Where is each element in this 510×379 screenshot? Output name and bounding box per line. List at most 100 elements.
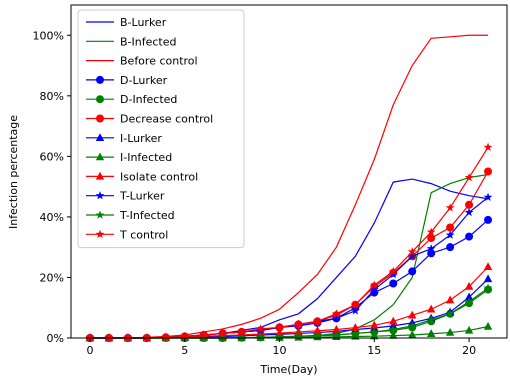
- data-point-isolate-control: [370, 320, 379, 329]
- legend-label: Decrease control: [120, 113, 213, 126]
- data-point-t-infected: [313, 330, 322, 340]
- legend: B-Lurker B-Infected Before control D-Lurker…: [77, 9, 245, 249]
- data-point-isolate-control: [351, 323, 360, 331]
- data-point-t-control: [256, 324, 265, 333]
- legend-label: T-Lurker: [119, 190, 165, 203]
- data-point-i-lurker: [483, 274, 493, 283]
- data-point-isolate-control: [464, 281, 474, 290]
- data-point-t-control: [426, 227, 436, 236]
- data-point-decrease-control: [465, 200, 474, 209]
- legend-marker: [96, 75, 104, 84]
- data-point-isolate-control: [408, 310, 417, 319]
- legend-label: I-Infected: [120, 151, 172, 164]
- data-point-t-control: [180, 331, 190, 341]
- x-axis-label: Time(Day): [259, 363, 317, 376]
- data-point-i-lurker: [464, 292, 474, 301]
- data-point-t-infected: [464, 297, 474, 306]
- data-point-isolate-control: [332, 324, 341, 333]
- data-point-t-control: [313, 316, 322, 326]
- x-tick-label: 0: [86, 344, 93, 357]
- legend-item-i-infected: I-Infected: [86, 151, 172, 164]
- data-point-t-lurker: [426, 244, 436, 253]
- data-point-t-control: [483, 142, 493, 151]
- data-point-t-control: [161, 332, 171, 342]
- data-point-t-lurker: [407, 251, 417, 260]
- data-point-i-infected: [426, 329, 436, 337]
- legend-label: D-Lurker: [120, 74, 168, 87]
- y-axis-label: Infection percentage: [7, 115, 20, 229]
- data-point-t-control: [294, 319, 303, 329]
- data-point-i-infected: [408, 330, 417, 339]
- data-point-t-control: [369, 280, 379, 289]
- legend-label: B-Lurker: [120, 16, 167, 29]
- data-point-i-infected: [370, 331, 379, 340]
- data-point-t-infected: [275, 332, 284, 341]
- data-point-t-control: [464, 172, 474, 182]
- data-point-t-control: [350, 300, 360, 309]
- legend-item-t-infected: T-Infected: [86, 209, 175, 222]
- legend-item-t-control: T control: [86, 228, 168, 241]
- data-point-i-infected: [389, 330, 398, 339]
- data-point-i-infected: [445, 327, 455, 336]
- data-point-isolate-control: [445, 295, 455, 304]
- legend-label: T control: [119, 228, 168, 241]
- data-point-t-control: [275, 322, 284, 332]
- legend-item-decrease-control: Decrease control: [86, 113, 213, 126]
- legend-item-isolate-control: Isolate control: [86, 170, 198, 183]
- y-tick-label: 0%: [47, 332, 64, 345]
- legend-marker: [95, 171, 105, 180]
- data-point-t-control: [445, 203, 455, 212]
- data-point-t-infected: [350, 328, 360, 338]
- x-axis: 0 5 10 15 20: [86, 338, 476, 357]
- legend-item-d-lurker: D-Lurker: [86, 74, 168, 87]
- data-point-d-lurker: [389, 279, 398, 288]
- y-axis: 0% 20% 40% 60% 80% 100%: [33, 29, 71, 345]
- data-point-t-infected: [237, 333, 246, 342]
- data-point-isolate-control: [483, 262, 493, 271]
- data-point-t-infected: [388, 324, 398, 334]
- legend-label: I-Lurker: [120, 132, 162, 145]
- data-point-t-infected: [445, 309, 455, 318]
- data-point-decrease-control: [484, 167, 493, 176]
- y-tick-label: 60%: [40, 150, 64, 163]
- x-tick-label: 15: [367, 344, 381, 357]
- data-point-t-lurker: [445, 230, 455, 239]
- legend-item-before-control: Before control: [86, 55, 198, 68]
- x-tick-label: 5: [181, 344, 188, 357]
- data-point-isolate-control: [389, 316, 398, 325]
- legend-marker: [95, 229, 105, 239]
- data-point-decrease-control: [446, 223, 455, 232]
- legend-marker: [95, 133, 105, 141]
- data-point-t-infected: [256, 332, 265, 342]
- data-point-decrease-control: [427, 234, 436, 243]
- x-tick-label: 20: [462, 344, 476, 357]
- data-point-t-control: [332, 309, 341, 318]
- legend-marker: [96, 114, 104, 123]
- legend-item-t-lurker: T-Lurker: [86, 190, 165, 203]
- legend-marker: [95, 210, 105, 219]
- data-point-t-infected: [483, 283, 493, 292]
- legend-label: Before control: [120, 55, 198, 68]
- data-point-t-control: [388, 266, 398, 276]
- data-point-t-infected: [426, 315, 436, 324]
- y-tick-label: 40%: [40, 211, 64, 224]
- series-line-before-control: [89, 34, 489, 339]
- data-point-t-control: [199, 330, 209, 339]
- data-point-i-infected: [464, 325, 474, 334]
- data-point-t-infected: [407, 321, 417, 330]
- legend-marker: [96, 95, 104, 104]
- data-point-d-lurker: [484, 215, 493, 224]
- legend-item-d-infected: D-Infected: [86, 93, 177, 106]
- y-tick-label: 100%: [33, 29, 64, 42]
- legend-item-i-lurker: I-Lurker: [86, 132, 162, 145]
- data-point-t-infected: [332, 330, 341, 339]
- data-point-t-lurker: [464, 207, 474, 217]
- data-point-t-lurker: [369, 284, 379, 294]
- data-point-i-infected: [483, 321, 493, 330]
- data-point-isolate-control: [313, 326, 322, 334]
- data-point-isolate-control: [294, 327, 303, 336]
- legend-item-b-infected: B-Infected: [86, 35, 176, 48]
- data-point-t-lurker: [483, 192, 493, 201]
- legend-label: B-Infected: [120, 35, 176, 48]
